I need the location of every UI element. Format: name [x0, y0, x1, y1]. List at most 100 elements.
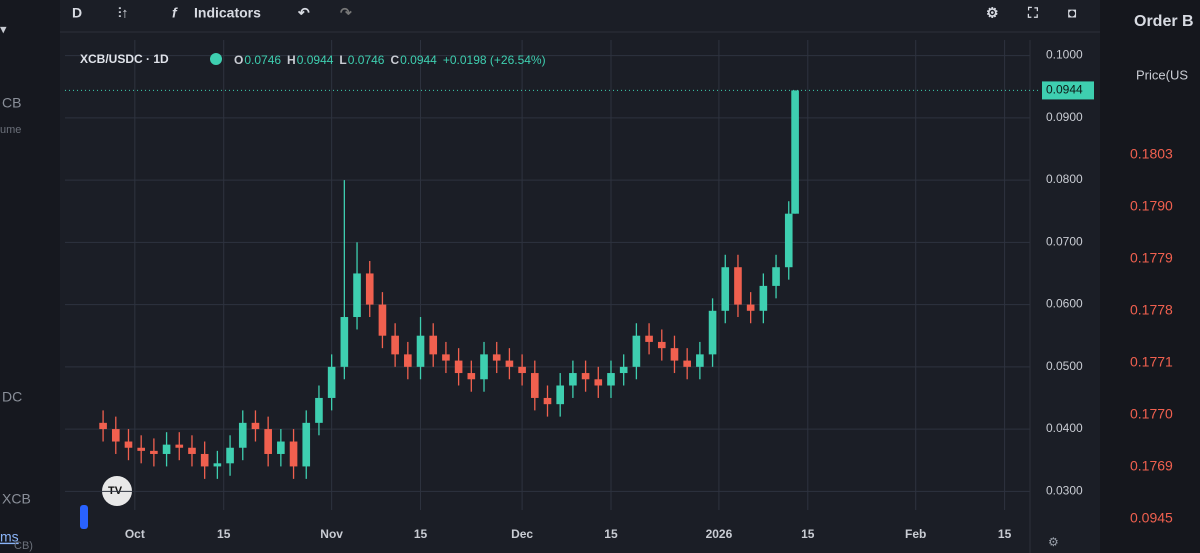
order-book-panel — [1100, 0, 1200, 553]
candle-body — [391, 335, 399, 355]
legend-key: O — [234, 53, 243, 67]
order-book-price: 0.1790 — [1130, 198, 1173, 214]
x-tick-label: 15 — [414, 527, 428, 541]
candle-body — [556, 385, 565, 405]
x-tick-label: 15 — [604, 527, 618, 541]
candle-body — [581, 373, 590, 380]
indicators-button[interactable]: Indicators — [194, 5, 261, 21]
candle-body — [302, 422, 311, 467]
legend-key: H — [287, 53, 296, 67]
candle-body — [340, 317, 349, 367]
left-text: CB — [2, 95, 21, 111]
order-book-title: Order B — [1134, 13, 1194, 30]
candle-body — [759, 285, 768, 311]
candle-body — [657, 341, 666, 349]
candle-body — [708, 310, 717, 355]
bar-style-icon[interactable]: ⫶↑ — [118, 5, 129, 21]
order-book-price: 0.0945 — [1130, 510, 1173, 526]
scroll-handle[interactable] — [80, 505, 88, 529]
candle-body — [213, 463, 222, 467]
legend-key: C — [390, 53, 399, 67]
candle-body — [454, 360, 463, 374]
candle-body — [543, 397, 552, 405]
toolbar — [60, 0, 1100, 32]
candle-body — [505, 360, 514, 367]
dropdown[interactable]: ▾ — [0, 21, 7, 36]
candle-body — [429, 335, 438, 355]
candle-body — [480, 354, 488, 380]
candle-body — [518, 366, 526, 374]
candle-body — [124, 441, 133, 448]
candle-body — [188, 447, 196, 454]
candle-body — [175, 444, 184, 448]
indicators-icon[interactable]: f — [172, 5, 178, 21]
order-book-price: 0.1779 — [1130, 250, 1173, 266]
x-tick-label: 2026 — [706, 527, 733, 541]
left-text: DC — [2, 389, 22, 405]
candle-body — [404, 354, 412, 367]
candle-body — [784, 213, 793, 268]
legend-change: +0.0198 (+26.54%) — [443, 53, 546, 67]
candle-body — [467, 373, 476, 380]
candle-body — [365, 273, 374, 305]
y-tick-label: 0.0400 — [1046, 421, 1083, 435]
left-link[interactable]: ms — [0, 529, 19, 545]
order-book-column: Price(US — [1136, 67, 1188, 82]
legend-value: 0.0746 — [348, 53, 385, 67]
legend-value: 0.0746 — [244, 53, 281, 67]
candle-body — [99, 422, 107, 430]
left-panel — [0, 0, 60, 553]
candle-body — [696, 354, 704, 367]
axis-settings[interactable]: ⚙ — [1048, 535, 1059, 549]
candle-body — [315, 397, 323, 423]
left-text: XCB — [2, 491, 31, 507]
candle-body — [264, 429, 272, 454]
legend-key: L — [339, 53, 346, 67]
x-tick-label: 15 — [801, 527, 815, 541]
legend: XCB/USDC · 1D O 0.0746 H 0.0944 L 0.0746 C 0.094… — [80, 52, 546, 67]
candle-body — [670, 348, 679, 361]
x-tick-label: Oct — [125, 527, 145, 541]
candle-body — [226, 447, 234, 464]
legend-value: 0.0944 — [297, 53, 334, 67]
y-tick-label: 0.0500 — [1046, 359, 1083, 373]
candle-body — [746, 304, 755, 311]
interval-button[interactable]: D — [72, 5, 82, 21]
candle-body — [150, 450, 158, 454]
legend-value: 0.0944 — [400, 53, 437, 67]
left-text: CB) — [14, 540, 33, 552]
candle-body — [353, 273, 361, 318]
candle-body — [721, 267, 730, 311]
y-tick-label: 0.1000 — [1046, 48, 1083, 62]
redo-button[interactable]: ↷ — [340, 5, 352, 21]
candle-body — [289, 441, 298, 467]
candle-body — [238, 422, 247, 448]
x-tick-label: Feb — [905, 527, 926, 541]
candle-body — [327, 366, 336, 398]
x-tick-label: 15 — [998, 527, 1012, 541]
candle-body — [791, 90, 799, 214]
y-tick-label: 0.0600 — [1046, 297, 1083, 311]
order-book-price: 0.1803 — [1130, 146, 1173, 162]
candle-body — [111, 429, 120, 442]
candle-body — [569, 373, 577, 386]
settings-button[interactable]: ⚙ — [986, 5, 999, 21]
candle-body — [416, 335, 425, 367]
x-tick-label: Nov — [320, 527, 343, 541]
undo-button[interactable]: ↶ — [297, 5, 310, 21]
candle-body — [251, 422, 260, 430]
candle-body — [772, 267, 780, 286]
screenshot-button[interactable]: ◘ — [1068, 5, 1076, 21]
candle-body — [734, 267, 742, 305]
candle-body — [632, 335, 641, 367]
x-tick-label: 15 — [217, 527, 231, 541]
candle-body — [683, 360, 691, 367]
x-tick-label: Dec — [511, 527, 533, 541]
y-tick-label: 0.0900 — [1046, 110, 1083, 124]
fullscreen-button[interactable]: ⛶ — [1027, 5, 1038, 21]
candle-body — [530, 373, 539, 398]
y-tick-label: 0.0700 — [1046, 234, 1083, 248]
order-book-price: 0.1770 — [1130, 406, 1173, 422]
order-book-price: 0.1769 — [1130, 458, 1173, 474]
